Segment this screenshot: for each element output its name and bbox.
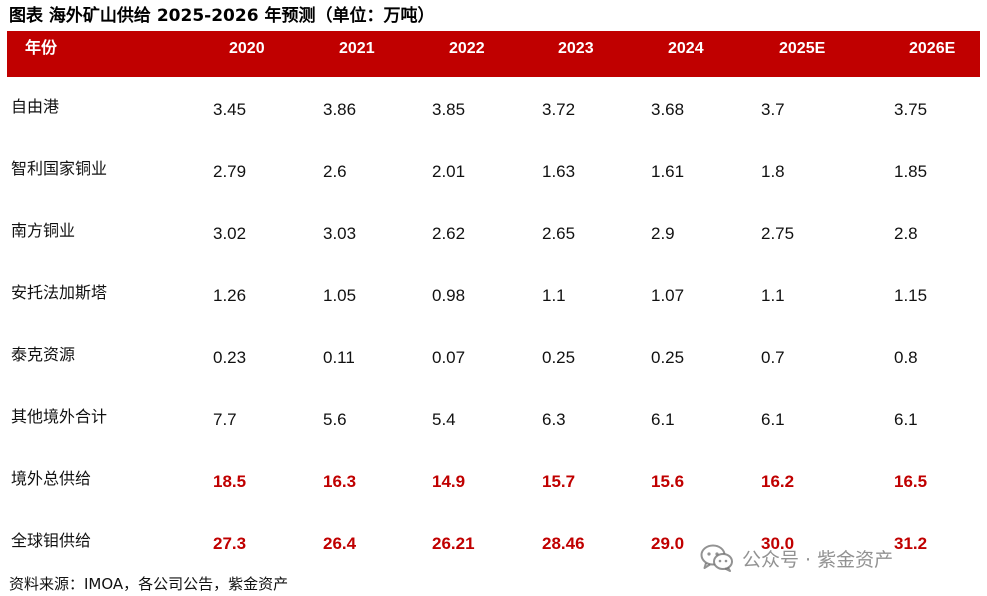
header-year: 2020 <box>229 40 265 57</box>
header-year: 2024 <box>668 40 704 57</box>
row-label: 安托法加斯塔 <box>11 283 108 302</box>
table-cell: 1.63 <box>542 162 576 181</box>
row-label: 南方铜业 <box>11 221 76 240</box>
table-cell: 3.68 <box>651 100 685 119</box>
table-cell: 5.4 <box>432 410 456 429</box>
table-cell: 3.03 <box>323 224 357 243</box>
wechat-icon <box>700 544 733 572</box>
table-cell: 3.85 <box>432 100 466 119</box>
row-label: 全球钼供给 <box>11 531 92 550</box>
table-cell: 2.6 <box>323 162 347 181</box>
table-cell: 6.3 <box>542 410 566 429</box>
table-cell: 15.7 <box>542 472 576 491</box>
table-cell: 26.21 <box>432 534 475 553</box>
table-cell: 6.1 <box>761 410 785 429</box>
table-cell: 29.0 <box>651 534 685 553</box>
table-cell: 1.85 <box>894 162 928 181</box>
header-year: 2023 <box>558 40 594 57</box>
table-cell: 0.25 <box>651 348 685 367</box>
table-cell: 0.23 <box>213 348 247 367</box>
table-cell: 2.65 <box>542 224 576 243</box>
header-year: 2022 <box>449 40 485 57</box>
table-cell: 3.75 <box>894 100 928 119</box>
header-label: 年份 <box>25 40 58 57</box>
table-cell: 6.1 <box>894 410 918 429</box>
table-cell: 30.0 <box>761 534 795 553</box>
table-cell: 3.02 <box>213 224 247 243</box>
table-cell: 7.7 <box>213 410 237 429</box>
table-cell: 0.11 <box>323 348 355 367</box>
table-cell: 1.1 <box>542 286 566 305</box>
row-label: 其他境外合计 <box>11 407 108 426</box>
table-cell: 0.7 <box>761 348 785 367</box>
table-cell: 18.5 <box>213 472 247 491</box>
row-label: 自由港 <box>11 97 60 116</box>
watermark: 公众号 · 紫金资产 <box>700 543 893 573</box>
table-cell: 0.07 <box>432 348 466 367</box>
table-cell: 2.9 <box>651 224 675 243</box>
table-cell: 3.45 <box>213 100 247 119</box>
table-cell: 5.6 <box>323 410 347 429</box>
table-cell: 3.72 <box>542 100 576 119</box>
table-cell: 1.8 <box>761 162 785 181</box>
table-cell: 28.46 <box>542 534 585 553</box>
table-cell: 27.3 <box>213 534 247 553</box>
table-cell: 16.2 <box>761 472 795 491</box>
table-cell: 3.86 <box>323 100 357 119</box>
table-cell: 1.07 <box>651 286 685 305</box>
row-label: 境外总供给 <box>11 469 92 488</box>
table-cell: 2.62 <box>432 224 466 243</box>
table-cell: 1.61 <box>651 162 685 181</box>
table-cell: 1.1 <box>761 286 785 305</box>
table-cell: 1.05 <box>323 286 357 305</box>
table-cell: 0.98 <box>432 286 466 305</box>
table-cell: 2.8 <box>894 224 918 243</box>
table-cell: 16.5 <box>894 472 928 491</box>
table-cell: 2.75 <box>761 224 795 243</box>
table-header-band <box>7 31 980 77</box>
table-cell: 2.79 <box>213 162 247 181</box>
table-cell: 31.2 <box>894 534 928 553</box>
header-year: 2025E <box>779 40 826 57</box>
table-cell: 6.1 <box>651 410 675 429</box>
table-cell: 15.6 <box>651 472 685 491</box>
header-year: 2021 <box>339 40 375 57</box>
table-cell: 16.3 <box>323 472 357 491</box>
table-cell: 26.4 <box>323 534 357 553</box>
source-note: 资料来源：IMOA，各公司公告，紫金资产 <box>9 575 289 593</box>
table-cell: 3.7 <box>761 100 785 119</box>
table-cell: 1.26 <box>213 286 247 305</box>
table-cell: 0.8 <box>894 348 918 367</box>
table-title: 图表 海外矿山供给 2025-2026 年预测（单位：万吨） <box>9 6 435 26</box>
row-label: 智利国家铜业 <box>11 159 108 178</box>
table-cell: 14.9 <box>432 472 466 491</box>
table-cell: 1.15 <box>894 286 928 305</box>
table-cell: 0.25 <box>542 348 576 367</box>
row-label: 泰克资源 <box>11 345 76 364</box>
header-year: 2026E <box>909 40 956 57</box>
watermark-text: 公众号 · 紫金资产 <box>742 548 894 571</box>
table-cell: 2.01 <box>432 162 466 181</box>
